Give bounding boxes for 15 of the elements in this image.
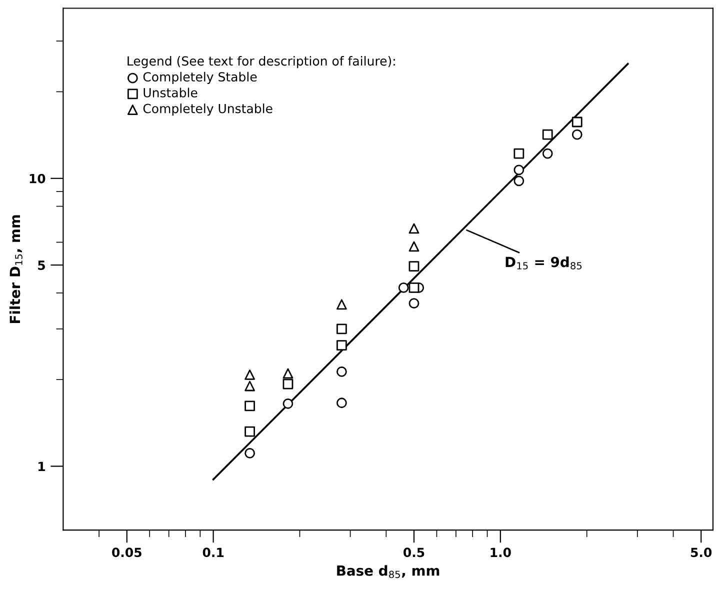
legend-label: Completely Unstable — [143, 104, 272, 116]
y-axis-title: Filter D$_{15}$, mm — [9, 215, 22, 324]
y-tick-label: 10 — [30, 174, 46, 184]
y-tick-label: 1 — [38, 462, 45, 471]
x-tick-label: 0.5 — [404, 548, 424, 558]
x-tick-label: 5.0 — [690, 548, 712, 558]
legend-label: Unstable — [144, 88, 198, 98]
x-tick-label: 0.1 — [202, 548, 224, 558]
legend-label: Completely Stable — [143, 72, 257, 84]
x-axis-title: Base d$_{85}$, mm — [337, 565, 440, 578]
x-tick-label: 0.05 — [112, 548, 142, 558]
annotation: D$_{15}$ = 9d$_{85}$ — [506, 256, 582, 270]
x-tick-label: 1.0 — [490, 548, 511, 558]
y-tick-label: 5 — [38, 260, 45, 270]
legend-title: Legend (See text for description of failure): — [128, 56, 395, 68]
